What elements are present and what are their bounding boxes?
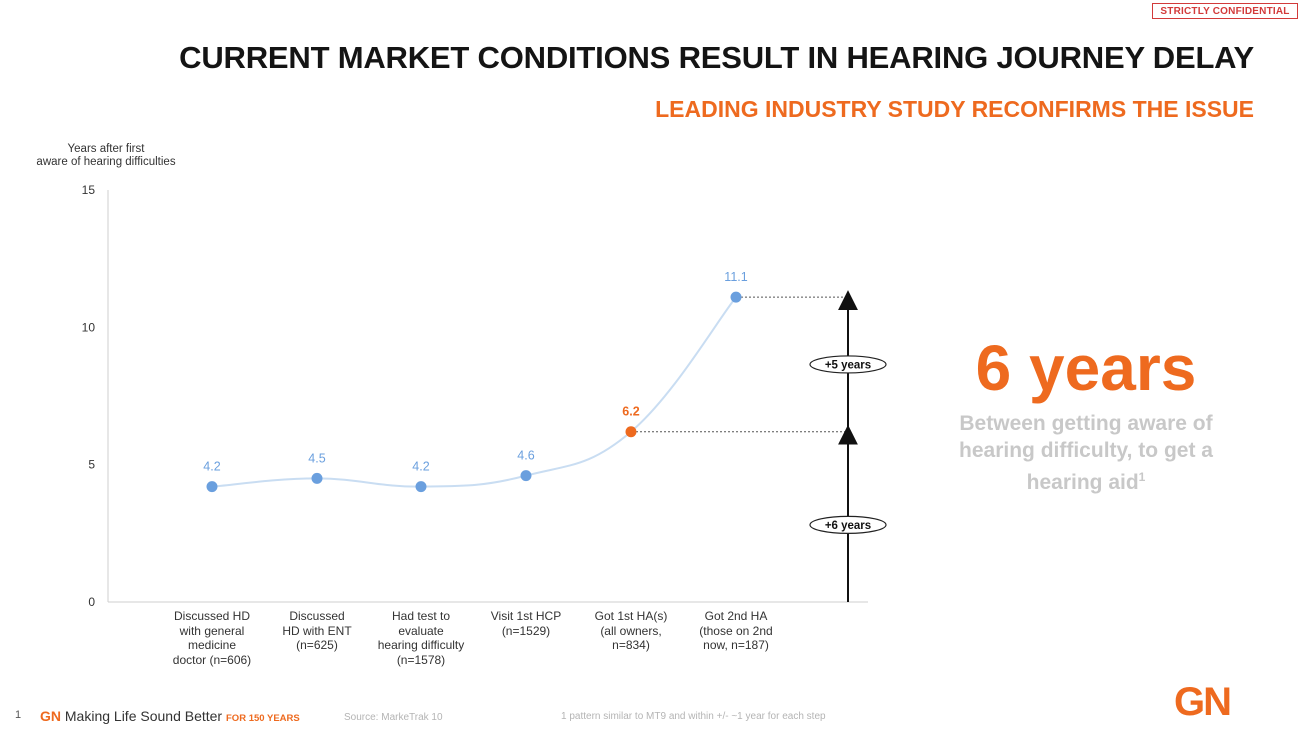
delay-label: +5 years — [825, 359, 871, 371]
y-tick-label: 0 — [88, 595, 95, 609]
gn-logo: GN — [1174, 680, 1232, 724]
callout-headline: 6 years — [975, 332, 1197, 404]
data-point — [311, 472, 323, 484]
y-tick-label: 5 — [88, 458, 95, 472]
data-label: 4.2 — [203, 460, 220, 474]
series-line — [211, 296, 737, 488]
footnote: 1 pattern similar to MT9 and within +/- … — [561, 711, 826, 722]
source-note: Source: MarkeTrak 10 — [344, 712, 443, 723]
x-category-label: Discussed HD with ENT (n=625) — [282, 609, 352, 652]
x-category-label: Discussed HD with general medicine docto… — [172, 609, 252, 667]
footer-brand-gn: GN — [40, 708, 61, 724]
delay-badge — [809, 515, 887, 534]
page-number: 1 — [15, 709, 22, 721]
y-tick-label: 15 — [82, 183, 96, 197]
delay-label: +6 years — [825, 520, 871, 532]
callout-text: Between getting aware of hearing difficu… — [938, 410, 1234, 496]
data-point — [730, 291, 742, 303]
data-label: 4.6 — [517, 449, 534, 463]
data-point — [206, 481, 218, 493]
callout-body: Between getting aware of hearing difficu… — [959, 412, 1213, 494]
callout-footnote-marker: 1 — [1138, 470, 1146, 484]
x-category-label: Got 2nd HA (those on 2nd now, n=187) — [699, 609, 773, 652]
footer-brand: GN Making Life Sound Better FOR 150 YEAR… — [40, 708, 300, 724]
data-label: 4.5 — [308, 451, 325, 465]
footer-tagline: Making Life Sound Better — [64, 708, 223, 724]
y-axis-label: Years after first aware of hearing diffi… — [36, 143, 176, 168]
x-category-label: Got 1st HA(s) (all owners, n=834) — [594, 609, 668, 652]
x-category-label: Visit 1st HCP (n=1529) — [490, 609, 562, 638]
y-tick-label: 10 — [82, 320, 96, 334]
x-category-label: Had test to evaluate hearing difficulty … — [377, 609, 465, 667]
delay-badge — [809, 355, 887, 374]
data-point — [415, 481, 427, 493]
data-label: 4.2 — [412, 460, 429, 474]
data-point — [520, 470, 532, 482]
slide-subtitle: LEADING INDUSTRY STUDY RECONFIRMS THE IS… — [655, 96, 1254, 122]
data-label: 6.2 — [622, 405, 639, 419]
slide-title: CURRENT MARKET CONDITIONS RESULT IN HEAR… — [179, 40, 1254, 75]
data-label: 11.1 — [724, 270, 747, 284]
footer-years: FOR 150 YEARS — [226, 713, 300, 724]
highlight-point — [625, 426, 637, 438]
confidential-badge: STRICTLY CONFIDENTIAL — [1152, 3, 1298, 19]
